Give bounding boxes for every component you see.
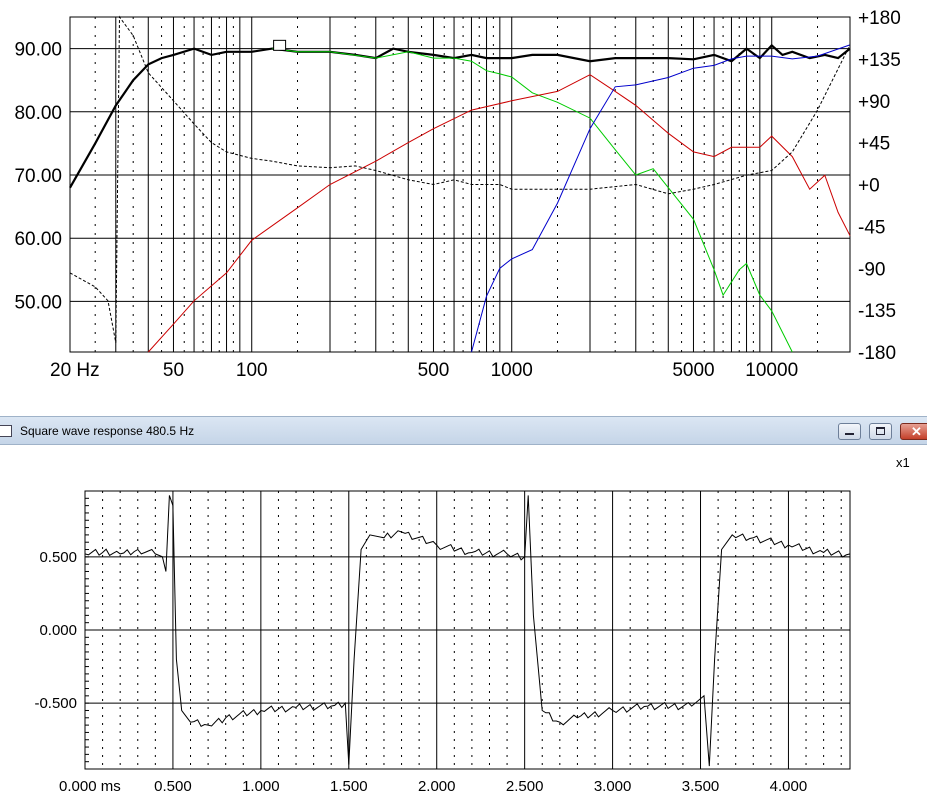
square-wave-line: [84, 495, 851, 767]
cursor-marker: [273, 39, 287, 51]
y-left-tick-label: 80.00: [14, 103, 62, 124]
y-right-tick-label: +90: [858, 92, 890, 113]
y-right-tick-label: +180: [858, 8, 901, 29]
window-app-icon: [0, 425, 12, 437]
x-tick-label: 100: [236, 360, 268, 381]
x-tick-label: 50: [163, 360, 184, 381]
y-tick-label: -0.500: [34, 695, 77, 712]
x-tick-label: 1.500: [330, 778, 368, 795]
x-tick-label: 0.000 ms: [59, 778, 121, 795]
x-tick-label: 3.500: [682, 778, 720, 795]
y-right-tick-label: +0: [858, 176, 880, 197]
close-icon: ✕: [911, 424, 922, 439]
zoom-label: x1: [896, 455, 910, 470]
x-tick-label: 3.000: [594, 778, 632, 795]
x-tick-label: 4.000: [770, 778, 808, 795]
y-left-tick-label: 70.00: [14, 166, 62, 187]
maximize-button[interactable]: [869, 423, 892, 440]
y-tick-label: 0.500: [39, 549, 77, 566]
x-tick-label: 20 Hz: [50, 360, 100, 381]
minimize-button[interactable]: [838, 423, 861, 440]
y-right-tick-label: +135: [858, 50, 901, 71]
maximize-icon: [876, 427, 885, 435]
x-tick-label: 1.000: [242, 778, 280, 795]
y-right-tick-label: -90: [858, 259, 885, 280]
series-line-4: [69, 15, 851, 343]
close-button[interactable]: ✕: [900, 423, 927, 440]
square-wave-chart: 0.500 0.000 -0.500 0.000 ms 0.500 1.000 1.500 2…: [34, 490, 851, 795]
y-right-tick-label: -135: [858, 301, 896, 322]
series-line-1: [272, 48, 793, 353]
y-left-tick-label: 60.00: [14, 229, 62, 250]
series-line-2: [147, 74, 851, 353]
x-tick-label: 1000: [491, 360, 533, 381]
frequency-response-chart: 90.00 80.00 70.00 60.00 50.00 +180 +135 +90 +45 +…: [14, 8, 901, 381]
y-left-tick-label: 50.00: [14, 292, 62, 313]
y-right-tick-label: +45: [858, 134, 890, 155]
series-line-3: [471, 44, 851, 353]
x-tick-label: 5000: [672, 360, 714, 381]
y-right-tick-label: -45: [858, 217, 885, 238]
x-tick-label: 10000: [745, 360, 798, 381]
x-tick-label: 500: [418, 360, 450, 381]
y-tick-label: 0.000: [39, 622, 77, 639]
y-left-tick-label: 90.00: [14, 40, 62, 61]
y-right-tick-label: -180: [858, 343, 896, 364]
window-titlebar[interactable]: Square wave response 480.5 Hz ✕: [0, 416, 927, 445]
x-tick-label: 2.500: [506, 778, 544, 795]
x-tick-label: 0.500: [154, 778, 192, 795]
minimize-icon: [845, 433, 854, 435]
window-title: Square wave response 480.5 Hz: [20, 424, 195, 438]
x-tick-label: 2.000: [418, 778, 456, 795]
